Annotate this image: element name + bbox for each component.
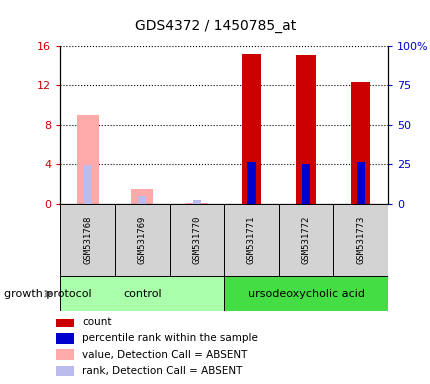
Text: GDS4372 / 1450785_at: GDS4372 / 1450785_at: [135, 19, 295, 33]
Text: rank, Detection Call = ABSENT: rank, Detection Call = ABSENT: [82, 366, 242, 376]
Text: control: control: [123, 289, 161, 299]
Bar: [224, 204, 278, 276]
Bar: [77, 115, 98, 204]
Bar: [192, 200, 200, 204]
Bar: [169, 204, 224, 276]
Text: percentile rank within the sample: percentile rank within the sample: [82, 333, 257, 343]
Text: value, Detection Call = ABSENT: value, Detection Call = ABSENT: [82, 349, 247, 360]
Bar: [131, 189, 153, 204]
Bar: [55, 349, 74, 360]
Bar: [301, 164, 310, 204]
Text: count: count: [82, 317, 111, 327]
Bar: [296, 55, 315, 204]
Text: GSM531768: GSM531768: [83, 216, 92, 264]
Bar: [55, 317, 74, 327]
Text: GSM531772: GSM531772: [301, 216, 310, 264]
Bar: [60, 276, 224, 311]
Bar: [138, 197, 146, 204]
Bar: [55, 366, 74, 376]
Text: GSM531770: GSM531770: [192, 216, 201, 264]
Text: GSM531773: GSM531773: [355, 216, 364, 264]
Bar: [185, 203, 207, 204]
Bar: [55, 333, 74, 344]
Bar: [350, 83, 369, 204]
Bar: [247, 162, 255, 204]
Bar: [278, 204, 332, 276]
Bar: [115, 204, 169, 276]
Bar: [224, 276, 387, 311]
Text: ursodeoxycholic acid: ursodeoxycholic acid: [247, 289, 364, 299]
Text: growth protocol: growth protocol: [4, 289, 92, 299]
Bar: [83, 165, 92, 204]
Bar: [241, 54, 261, 204]
Text: GSM531769: GSM531769: [138, 216, 146, 264]
Bar: [332, 204, 387, 276]
Bar: [60, 204, 115, 276]
Text: GSM531771: GSM531771: [246, 216, 255, 264]
Bar: [356, 162, 364, 204]
